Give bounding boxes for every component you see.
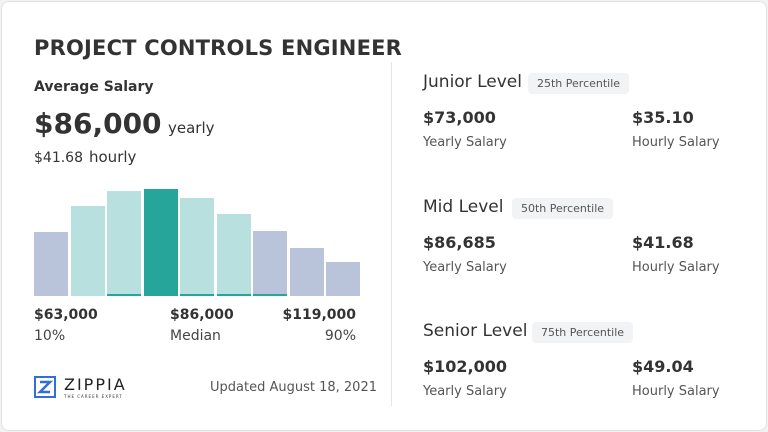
updated-date: Updated August 18, 2021 [210,380,377,395]
average-yearly-salary: $86,000 [34,107,162,140]
logo-tagline: THE CAREER EXPERT [64,394,123,399]
level-hourly-label: Hourly Salary [632,260,720,275]
label-high-caption: 90% [324,328,356,344]
level-name: Senior Level [423,321,528,341]
level-hourly-label: Hourly Salary [632,384,720,399]
level-yearly-label: Yearly Salary [423,135,507,150]
bar [107,191,141,296]
bar [70,206,105,296]
bar [180,198,214,296]
salary-distribution-chart [34,182,360,296]
level-hourly-salary: $41.68 [632,233,694,252]
level-hourly-salary: $49.04 [632,357,694,376]
label-high-value: $119,000 [282,307,356,323]
bar [289,247,324,296]
hourly-unit: hourly [89,148,137,166]
bar-stripe [253,294,287,296]
bar [326,261,360,296]
level-yearly-salary: $73,000 [423,108,496,127]
hourly-value: $41.68 [34,150,83,166]
level-name: Mid Level [423,197,504,217]
level-hourly-label: Hourly Salary [632,135,720,150]
bar-stripe [107,294,141,296]
level-yearly-salary: $102,000 [423,357,508,376]
level-yearly-salary: $86,685 [423,233,496,252]
level-name: Junior Level [423,72,522,92]
label-median-value: $86,000 [170,307,234,323]
average-salary-label: Average Salary [34,79,154,95]
average-hourly: $41.68 hourly [34,148,136,166]
label-low-value: $63,000 [34,307,98,323]
percentile-badge: 50th Percentile [512,198,614,219]
bar-median [143,189,178,296]
divider [391,62,392,406]
logo-name: ZIPPIA [64,375,127,394]
bar-stripe [180,294,214,296]
bar-stripe [216,294,251,296]
zippia-z-icon [34,376,56,398]
bar [216,214,251,296]
bar [34,232,68,296]
page-title: PROJECT CONTROLS ENGINEER [34,36,403,60]
label-median-caption: Median [170,328,221,344]
zippia-logo[interactable]: ZIPPIA THE CAREER EXPERT [34,375,125,402]
percentile-badge: 25th Percentile [528,73,630,94]
level-hourly-salary: $35.10 [632,108,694,127]
level-yearly-label: Yearly Salary [423,384,507,399]
label-low-caption: 10% [34,328,66,344]
percentile-badge: 75th Percentile [532,322,634,343]
yearly-unit: yearly [168,119,215,137]
level-yearly-label: Yearly Salary [423,260,507,275]
bar [253,231,287,296]
